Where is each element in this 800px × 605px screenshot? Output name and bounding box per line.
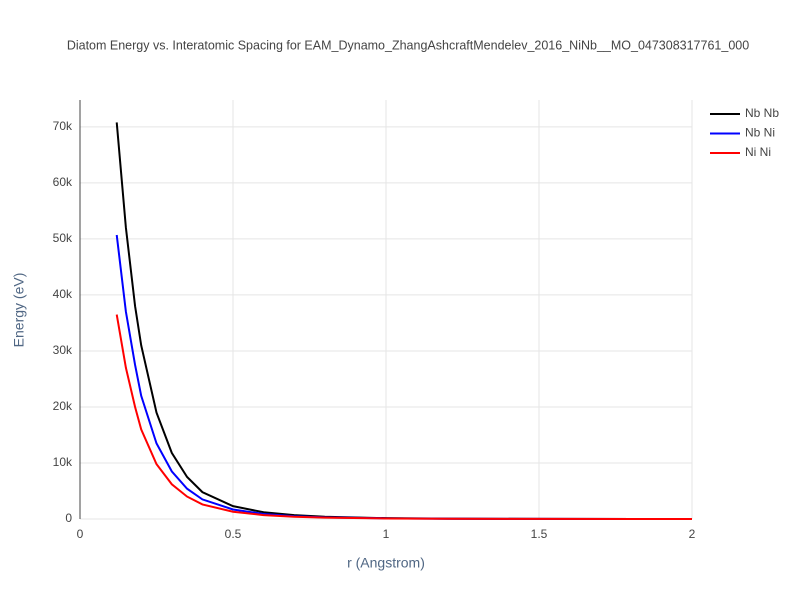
y-tick-label: 30k (53, 343, 73, 357)
legend-label: Ni Ni (745, 145, 771, 159)
chart-title: Diatom Energy vs. Interatomic Spacing fo… (67, 38, 749, 52)
y-axis-label: Energy (eV) (11, 273, 27, 348)
x-tick-label: 1.5 (531, 527, 548, 541)
x-axis-label: r (Angstrom) (347, 555, 425, 571)
y-tick-label: 70k (53, 119, 73, 133)
legend-label: Nb Ni (745, 126, 775, 140)
legend-label: Nb Nb (745, 106, 779, 120)
y-tick-label: 10k (53, 455, 73, 469)
x-tick-label: 1 (383, 527, 390, 541)
x-tick-label: 0 (77, 527, 84, 541)
line-series (115, 122, 693, 520)
y-tick-label: 60k (53, 175, 73, 189)
line-series (115, 234, 693, 520)
y-tick-label: 20k (53, 399, 73, 413)
y-tick-label: 40k (53, 287, 73, 301)
x-tick-label: 2 (689, 527, 696, 541)
y-tick-label: 50k (53, 231, 73, 245)
x-tick-label: 0.5 (225, 527, 242, 541)
line-series (115, 314, 693, 520)
y-tick-label: 0 (65, 511, 72, 525)
